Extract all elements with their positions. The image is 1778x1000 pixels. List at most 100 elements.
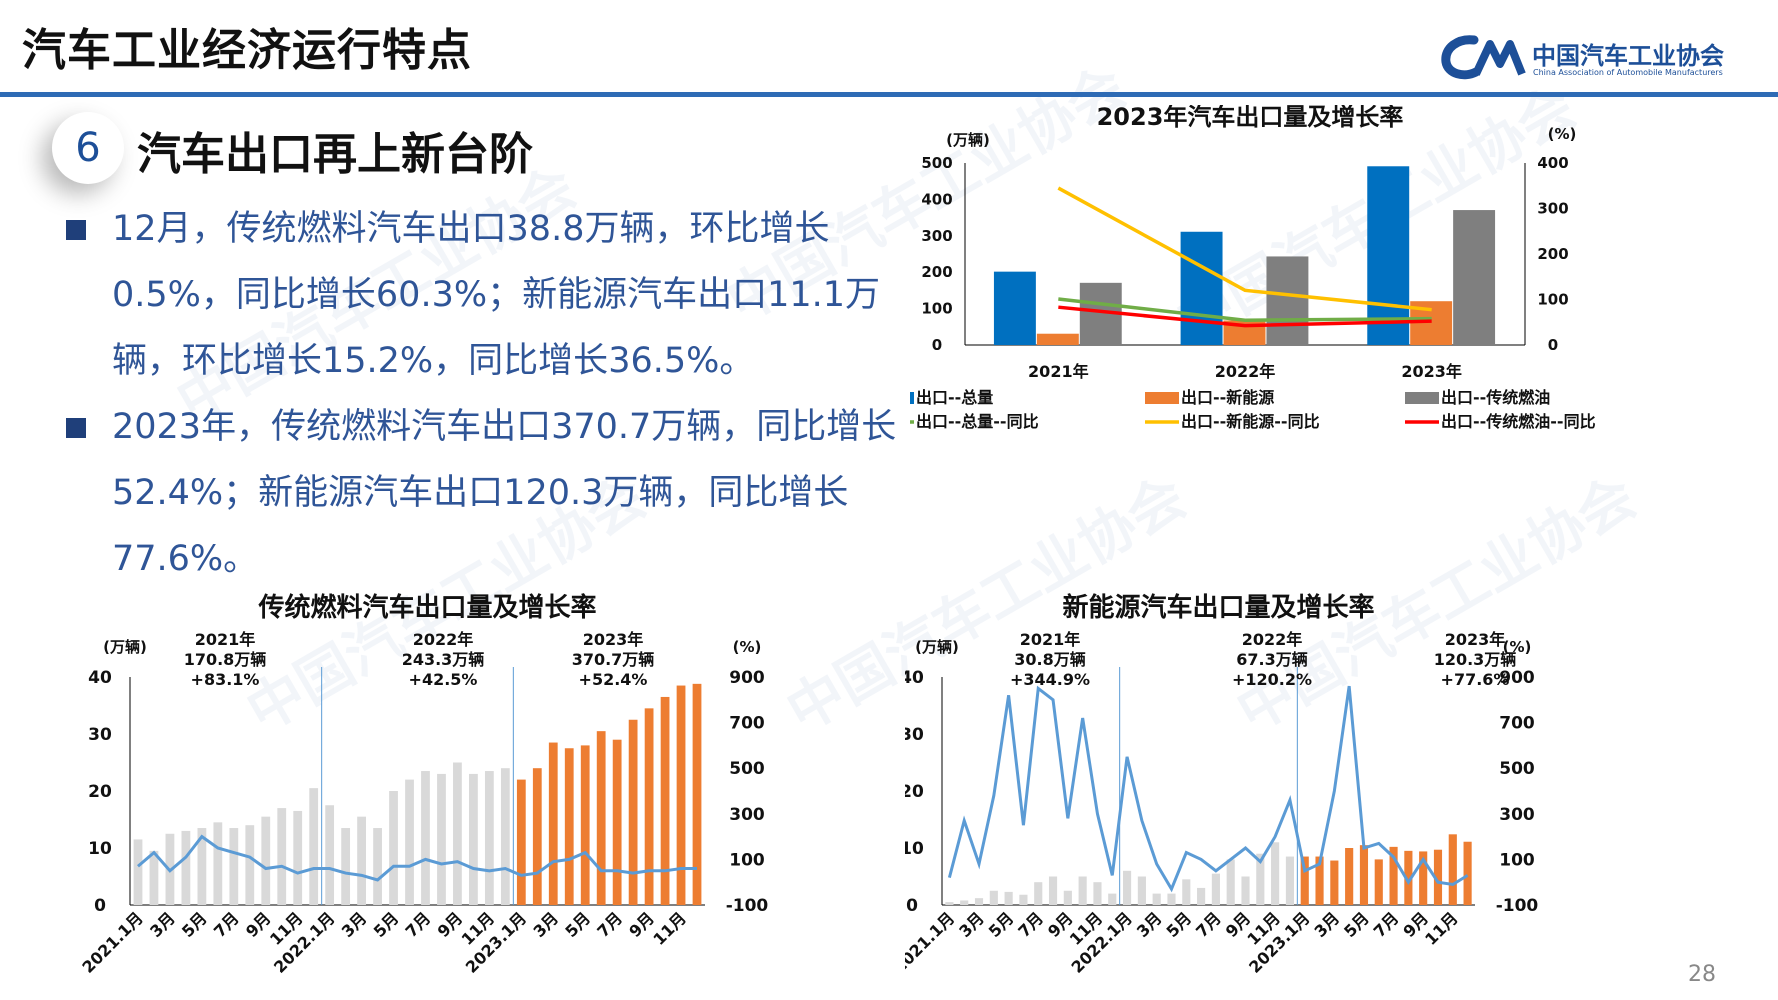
bar-monthly-volume <box>1226 859 1235 905</box>
y-tick-label-right: 100 <box>1537 291 1568 309</box>
bar-monthly-volume <box>660 696 670 905</box>
bar-monthly-volume <box>548 742 558 905</box>
chart-traditional-export: 传统燃料汽车出口量及增长率 (万辆) (%) 0 10 20 30 40 -100 100 300 5… <box>80 592 769 977</box>
y-tick-label-left: 30 <box>88 725 112 745</box>
bar-monthly-volume <box>1019 894 1028 905</box>
bar-monthly-volume <box>1004 891 1013 905</box>
bar-monthly-volume <box>1374 859 1383 905</box>
x-tick-label: 3月 <box>1311 908 1344 941</box>
bar-monthly-volume <box>1152 893 1161 905</box>
annotation-volume: 243.3万辆 <box>402 650 485 669</box>
bar-monthly-volume <box>309 788 319 905</box>
legend-label: 出口--总量--同比 <box>916 412 1039 431</box>
y-tick-label-left: 0 <box>932 336 942 354</box>
bullet-text: 2023年，传统燃料汽车出口370.7万辆，同比增长52.4%；新能源汽车出口1… <box>112 407 897 579</box>
y-tick-label-left: 0 <box>906 896 918 916</box>
y-tick-label-right: -100 <box>1496 896 1539 916</box>
bar-monthly-volume <box>580 745 590 905</box>
bar-monthly-volume <box>1300 856 1309 905</box>
y-unit-right: (%) <box>1503 638 1532 656</box>
x-tick-label: 5月 <box>370 908 403 941</box>
annotation-year: 2021年 <box>1020 630 1081 649</box>
y-tick-label-right: 100 <box>1499 850 1535 870</box>
y-tick-label-right: 100 <box>729 850 765 870</box>
bar-monthly-volume <box>405 779 414 905</box>
annotation-year: 2023年 <box>583 630 644 649</box>
annotation-growth: +77.6% <box>1441 670 1510 689</box>
bar-monthly-volume <box>1463 841 1472 905</box>
y-unit-right: (%) <box>733 638 762 656</box>
annotation-growth: +83.1% <box>191 670 260 689</box>
line-出口--传统燃油--同比 <box>1058 305 1432 328</box>
annotation-year: 2022年 <box>413 630 474 649</box>
legend-label: 出口--传统燃油--同比 <box>1441 412 1596 431</box>
y-tick-label-left: 10 <box>88 839 112 859</box>
bar-monthly-volume <box>500 768 510 905</box>
legend-label: 出口--新能源--同比 <box>1181 412 1320 431</box>
bar-monthly-volume <box>1241 876 1250 905</box>
y-tick-label-right: 0 <box>1548 336 1558 354</box>
y-unit-left: (万辆) <box>103 638 147 656</box>
x-tick-label: 11月 <box>1421 908 1462 949</box>
bar-monthly-volume <box>676 685 686 905</box>
legend-label: 出口--传统燃油 <box>1441 388 1550 407</box>
bar-monthly-volume <box>181 830 191 905</box>
x-tick-label: 5月 <box>178 908 211 941</box>
y-unit-left: (万辆) <box>915 638 959 656</box>
annotation-growth: +120.2% <box>1232 670 1312 689</box>
annotation-year: 2022年 <box>1242 630 1303 649</box>
bar-monthly-volume <box>1345 848 1354 905</box>
bar-monthly-volume <box>245 825 255 905</box>
bar-出口--总量 <box>1180 231 1223 345</box>
bar-monthly-volume <box>1448 834 1457 905</box>
x-tick-label: 11月 <box>649 908 690 949</box>
chart-annual-export: 2023年汽车出口量及增长率 (万辆) (%) 0 100 200 300 400 500 0 10… <box>910 105 1596 431</box>
bar-monthly-volume <box>197 828 207 905</box>
legend-swatch <box>910 392 914 404</box>
bar-monthly-volume <box>373 828 382 905</box>
line-出口--总量--同比 <box>1058 297 1432 322</box>
bar-monthly-volume <box>357 816 366 905</box>
bar-monthly-volume <box>516 779 526 905</box>
bar-monthly-volume <box>1137 876 1146 905</box>
bar-出口--传统燃油 <box>1453 210 1496 345</box>
bar-monthly-volume <box>1093 882 1102 905</box>
line-monthly-growth <box>947 685 1469 893</box>
bar-monthly-volume <box>1182 879 1191 905</box>
y-tick-label-right: 300 <box>1537 200 1568 218</box>
bar-monthly-volume <box>1122 870 1132 905</box>
annotation-volume: 370.7万辆 <box>572 650 655 669</box>
bar-monthly-volume <box>692 683 702 905</box>
bar-monthly-volume <box>1433 849 1443 905</box>
bar-monthly-volume <box>612 739 622 905</box>
bar-monthly-volume <box>341 828 351 905</box>
bar-monthly-volume <box>277 808 287 905</box>
bar-monthly-volume <box>325 805 335 905</box>
y-unit-left: (万辆) <box>946 131 990 149</box>
bar-monthly-volume <box>960 900 969 905</box>
bar-monthly-volume <box>1211 873 1220 905</box>
bar-monthly-volume <box>945 902 954 905</box>
x-tick-label: 7月 <box>210 908 243 941</box>
annotation-volume: 170.8万辆 <box>184 650 267 669</box>
x-tick-label: 3月 <box>529 908 562 941</box>
annotation-year: 2021年 <box>195 630 256 649</box>
line-monthly-growth <box>137 834 698 882</box>
bullet-item: 2023年，传统燃料汽车出口370.7万辆，同比增长52.4%；新能源汽车出口1… <box>60 394 900 592</box>
bar-monthly-volume <box>1419 851 1428 905</box>
legend-label: 出口--总量 <box>916 388 993 407</box>
y-tick-label-right: -100 <box>726 896 769 916</box>
y-tick-label-left: 0 <box>94 896 106 916</box>
y-tick-label-left: 400 <box>921 190 952 208</box>
y-tick-label-left: 500 <box>921 154 952 172</box>
bar-monthly-volume <box>564 748 574 905</box>
bar-monthly-volume <box>1330 860 1339 905</box>
bar-monthly-volume <box>1271 842 1280 905</box>
annotation-growth: +42.5% <box>409 670 478 689</box>
bar-monthly-volume <box>628 719 638 905</box>
chart-title: 新能源汽车出口量及增长率 <box>1062 592 1374 623</box>
x-tick-label: 2021.1月 <box>905 908 958 976</box>
header-divider <box>0 92 1778 97</box>
y-tick-label-right: 700 <box>1499 714 1535 734</box>
x-tick-label: 7月 <box>1192 908 1225 941</box>
